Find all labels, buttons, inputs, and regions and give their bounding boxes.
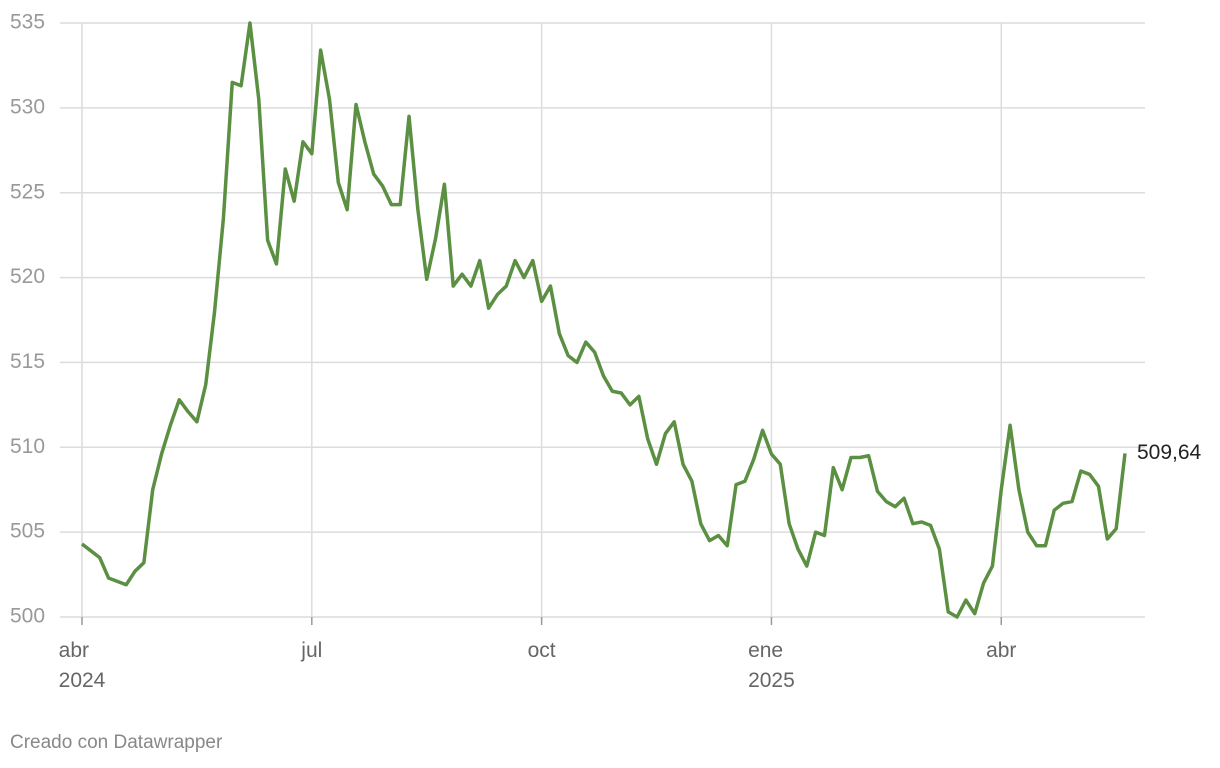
y-tick-label: 530 bbox=[10, 95, 45, 118]
y-tick-label: 515 bbox=[10, 350, 45, 373]
x-tick-label: abr 2024 bbox=[58, 639, 106, 692]
y-tick-label: 520 bbox=[10, 265, 45, 288]
y-tick-label: 510 bbox=[10, 435, 45, 458]
y-tick-label: 500 bbox=[10, 605, 45, 628]
x-tick-label: abr bbox=[986, 639, 1017, 662]
x-tick-label: oct bbox=[527, 639, 556, 662]
source-note: Creado con Datawrapper bbox=[10, 732, 223, 753]
line-series bbox=[80, 21, 1127, 619]
y-tick-label: 525 bbox=[10, 180, 45, 203]
y-tick-label: 505 bbox=[10, 520, 45, 543]
value-label: 509,64 bbox=[1137, 441, 1202, 464]
x-tick-label: ene 2025 bbox=[748, 639, 795, 692]
y-tick-label: 535 bbox=[10, 11, 45, 34]
x-tick-label: jul bbox=[301, 639, 323, 662]
